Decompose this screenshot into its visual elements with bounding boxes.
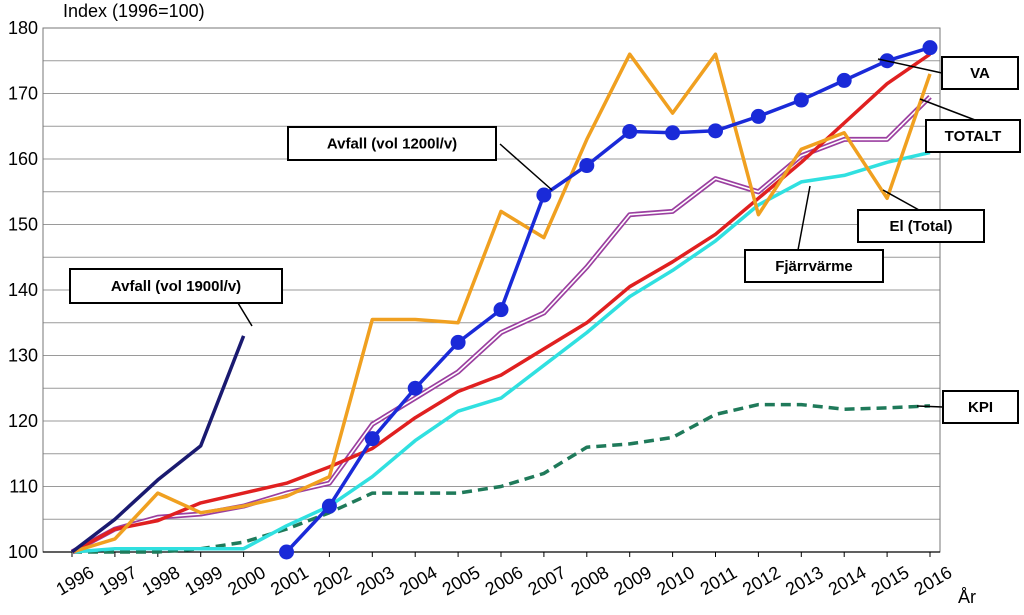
callout-box [287,126,497,161]
y-tick-label: 130 [8,346,38,366]
series-avfall-vol-1200l-v-point [750,108,766,124]
series-avfall-vol-1200l-v-point [493,302,509,318]
callout-label: Fjärrvärme [775,258,853,275]
x-tick-label: 1998 [138,562,183,599]
callout-leader-line [499,143,553,191]
callout-leader-line [916,405,944,408]
series-avfall-vol-1200l-v-point [622,123,638,139]
x-tick-label: 2003 [353,562,398,599]
x-tick-label: 2011 [697,562,741,599]
x-tick-label: 1997 [96,562,141,599]
series-avfall-vol-1200l-v-point [836,72,852,88]
x-axis-title: År [958,587,976,607]
series-avfall-vol-1200l-v-point [364,431,380,447]
x-tick-label: 1996 [53,562,98,599]
series-avfall-vol-1200l-v-point [579,158,595,174]
series-totalt-line-inner [71,96,931,553]
y-tick-label: 120 [8,411,38,431]
y-axis-title: Index (1996=100) [63,1,205,21]
callout-leader-line [919,98,976,121]
callout-box [925,119,1021,153]
x-tick-label: 2006 [482,562,527,599]
series-avfall-vol-1200l-v-line [285,45,931,554]
series-el-total-line [71,52,932,554]
series-avfall-vol-1900l-v-line [70,335,246,554]
series-avfall-vol-1200l-v-point [279,544,294,560]
callouts: VA TOTALT El (Total) Fjärrvärme KPI Avfall (v… [69,56,1021,424]
x-tick-label: 2007 [525,562,570,599]
series-totalt-line [70,95,932,555]
series-fj-rrv-rme-line [71,150,931,554]
callout-leader-line [797,185,811,251]
x-tick-label: 2016 [911,562,956,599]
callout-label: VA [970,65,990,82]
series-avfall-vol-1200l-v-point [793,92,809,108]
x-tick-label: 2002 [310,562,355,599]
series-avfall-vol-1200l-v-point [536,187,552,203]
x-tick-label: 2013 [782,562,827,599]
series-avfall-vol-1200l-v-point [922,40,938,56]
x-tick-label: 2005 [439,562,484,599]
callout-label: Avfall (vol 1900l/v) [111,278,241,295]
y-tick-label: 100 [8,542,38,562]
callout-label: El (Total) [889,218,952,235]
x-tick-label: 1999 [181,562,226,599]
callout-box [857,209,985,243]
x-tick-label: 2001 [267,562,312,599]
series-avfall-vol-1200l-v-point [321,498,337,514]
x-tick-label: 2015 [868,562,913,599]
series-avfall-vol-1200l-v-point [450,334,466,350]
callout-leader-line [877,58,943,74]
series-avfall-vol-1200l-v-point [665,125,681,141]
y-tick-label: 150 [8,215,38,235]
callout-box [69,268,283,304]
callout-box [744,249,884,283]
x-tick-label: 2000 [224,562,269,599]
y-tick-label: 160 [8,149,38,169]
callout-leader-line [882,189,920,211]
series-kpi-line [72,402,931,554]
axes [43,551,940,557]
callout-leader-line [237,302,253,327]
y-tick-label: 110 [9,477,38,497]
callout-label: Avfall (vol 1200l/v) [327,136,457,153]
x-tick-label: 2004 [396,562,441,599]
series-avfall-vol-1200l-v-point [407,380,423,396]
x-tick-label: 2014 [825,562,870,599]
x-tick-label: 2012 [739,562,784,599]
y-tick-label: 140 [8,280,38,300]
callout-box [942,390,1019,424]
x-tick-label: 2009 [610,562,655,599]
x-tick-label: 2010 [653,562,698,599]
y-tick-labels: 100 110 120 130 140 150 160 170 180 [8,18,38,562]
callout-label: TOTALT [945,128,1002,145]
series-va-line [71,52,931,554]
x-tick-labels: 1996199719981999200020012002200320042005… [53,562,956,599]
series-lines [70,40,938,560]
x-tick-label: 2008 [567,562,612,599]
series-avfall-vol-1200l-v-point [708,123,723,139]
callout-box [941,56,1019,90]
callout-label: KPI [968,399,993,416]
y-tick-label: 170 [8,84,38,104]
y-tick-label: 180 [8,18,38,38]
